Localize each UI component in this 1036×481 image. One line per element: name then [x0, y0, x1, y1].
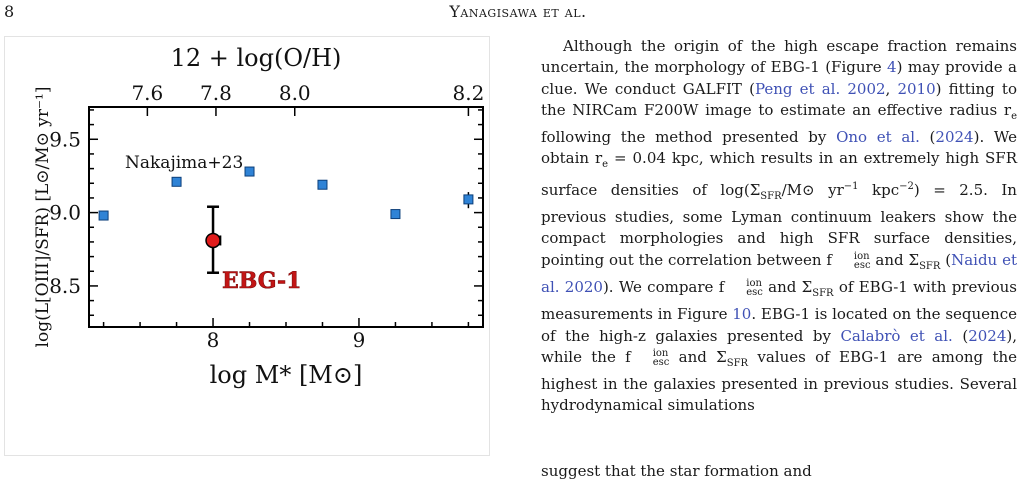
- plot-frame: [88, 106, 484, 328]
- highlight-label: EBG-1: [222, 268, 301, 294]
- point-nakajima: [317, 179, 328, 190]
- subscript: esc: [746, 286, 763, 298]
- citation-link[interactable]: 4: [887, 58, 897, 77]
- superscript: −2: [899, 180, 914, 192]
- stacked-script: ion esc: [832, 250, 871, 271]
- superscript: −1: [843, 180, 859, 192]
- x-axis-label: log M* [M⊙]: [210, 361, 363, 389]
- x-tick-label: 9: [353, 328, 366, 352]
- y-tick-label: 9.5: [49, 127, 81, 151]
- y-tick-label: 8.5: [49, 274, 81, 298]
- axis-ticks: [89, 107, 483, 327]
- x-tick-label: 8: [207, 328, 220, 352]
- subscript: SFR: [726, 357, 749, 369]
- top-axis-label: 12 + log(O/H): [171, 44, 342, 72]
- point-nakajima: [171, 176, 182, 187]
- page-number: 8: [4, 2, 15, 21]
- subscript: SFR: [812, 287, 834, 299]
- citation-link[interactable]: 2024: [935, 128, 974, 147]
- cut-off-line: suggest that the star formation and: [541, 462, 812, 480]
- superscript: ion: [853, 250, 870, 262]
- citation-link[interactable]: Peng et al. 2002: [754, 79, 886, 98]
- citation-link[interactable]: Calabrò et al.: [840, 326, 953, 345]
- top-tick-label: 8.0: [279, 81, 311, 105]
- citation-link[interactable]: 2010: [897, 79, 936, 98]
- subscript: e: [602, 159, 609, 171]
- subscript: e: [1011, 110, 1017, 122]
- stacked-script: ion esc: [724, 277, 763, 298]
- superscript: ion: [652, 347, 669, 359]
- superscript: ion: [746, 277, 762, 289]
- point-nakajima: [244, 166, 255, 177]
- citation-link[interactable]: 10: [732, 305, 752, 324]
- body-text: Although the origin of the high escape f…: [541, 36, 1017, 417]
- subscript: esc: [652, 356, 670, 368]
- y-tick-labels: 8.5 9.0 9.5: [49, 127, 81, 298]
- annotation-label: Nakajima+23: [125, 153, 243, 173]
- y-axis-label: log(L[OIII]/SFR) [L⊙/M⊙ yr⁻¹]: [33, 87, 53, 348]
- figure-border: [4, 36, 490, 456]
- point-nakajima: [463, 194, 474, 205]
- top-tick-label: 8.2: [453, 81, 485, 105]
- subscript: esc: [853, 259, 871, 271]
- subscript: SFR: [760, 190, 782, 202]
- point-nakajima: [390, 209, 401, 220]
- citation-link[interactable]: 2024: [968, 326, 1007, 345]
- subscript: SFR: [919, 260, 941, 272]
- y-tick-label: 9.0: [49, 201, 81, 225]
- top-tick-label: 7.6: [131, 81, 163, 105]
- paragraph: Although the origin of the high escape f…: [541, 37, 1018, 415]
- top-tick-label: 7.8: [200, 81, 232, 105]
- data-marks: [98, 166, 474, 274]
- citation-link[interactable]: Ono et al.: [836, 128, 920, 147]
- running-head: Yanagisawa et al.: [449, 2, 587, 21]
- top-axis: 7.6 7.8 8.0 8.2: [131, 81, 484, 105]
- point-ebg1: [205, 232, 221, 249]
- citation-link[interactable]: Naidu et al. 2020: [541, 250, 1017, 296]
- point-nakajima: [98, 210, 109, 221]
- stacked-script: ion esc: [631, 347, 670, 368]
